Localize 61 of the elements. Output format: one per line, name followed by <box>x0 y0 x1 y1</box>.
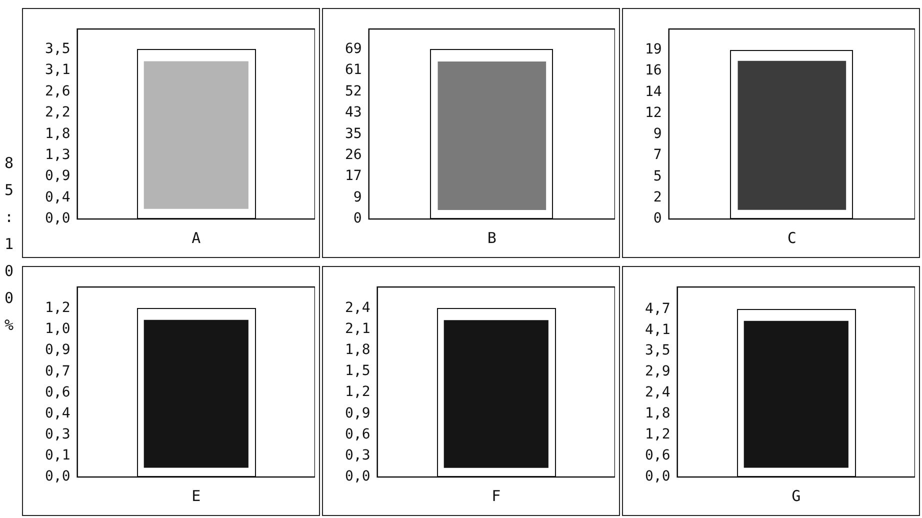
y-tick-label: 2,4 <box>344 300 370 316</box>
y-tick-label: 2,1 <box>344 320 370 337</box>
y-tick-label: 1,2 <box>344 384 370 400</box>
y-tick-label: 14 <box>645 84 662 100</box>
x-tick-label: G <box>792 486 801 505</box>
x-tick-label: C <box>787 228 796 247</box>
y-tick-label: 1,8 <box>644 406 670 422</box>
y-tick-label: 52 <box>345 83 362 100</box>
y-tick-label: 2 <box>653 190 662 206</box>
x-tick-label: F <box>492 486 501 505</box>
y-tick-label: 0,4 <box>44 405 70 422</box>
y-tick-label: 9 <box>353 189 362 206</box>
y-tick-label: 26 <box>345 147 362 163</box>
x-tick-label: B <box>487 228 496 247</box>
y-tick-label: 0,4 <box>44 189 70 206</box>
y-tick-label: 2,9 <box>644 364 670 380</box>
y-tick-label: 4,1 <box>644 322 670 338</box>
y-tick-label: 1,0 <box>44 321 70 338</box>
y-tick-label: 3,1 <box>44 62 70 78</box>
y-tick-label: 69 <box>345 40 362 57</box>
y-tick-label: 43 <box>345 104 362 121</box>
y-tick-label: 0 <box>353 210 362 227</box>
y-tick-label: 1,8 <box>44 126 70 142</box>
y-tick-label: 0,0 <box>44 468 70 485</box>
y-tick-label: 0,7 <box>44 363 70 380</box>
y-tick-label: 0,0 <box>644 468 670 485</box>
y-tick-label: 0,0 <box>44 210 70 227</box>
y-tick-label: 0,6 <box>344 426 370 442</box>
y-tick-label: 1,5 <box>344 363 370 380</box>
y-tick-label: 1,2 <box>44 300 70 316</box>
y-tick-label: 0,1 <box>44 448 70 464</box>
y-tick-label: 2,4 <box>644 384 670 401</box>
y-tick-label: 1,8 <box>344 342 370 358</box>
y-tick-label: 16 <box>645 62 662 79</box>
x-tick-label: A <box>192 228 201 247</box>
y-tick-label: 0 <box>653 210 662 227</box>
y-tick-label: 7 <box>653 147 662 164</box>
y-tick-label: 0,6 <box>644 448 670 464</box>
y-tick-label: 9 <box>653 126 662 142</box>
y-tick-label: 2,6 <box>44 83 70 100</box>
y-tick-label: 4,7 <box>644 300 670 317</box>
y-tick-label: 17 <box>345 168 362 184</box>
y-tick-label: 61 <box>345 62 362 78</box>
y-tick-label: 0,3 <box>44 426 70 442</box>
y-tick-label: 0,9 <box>44 342 70 358</box>
y-tick-label: 1,2 <box>644 426 670 443</box>
y-tick-label: 0,9 <box>44 168 70 184</box>
y-tick-label: 3,5 <box>644 342 670 359</box>
y-tick-label: 3,5 <box>44 40 70 57</box>
y-tick-label: 19 <box>645 42 662 58</box>
y-tick-label: 35 <box>345 126 362 142</box>
y-tick-label: 0,3 <box>344 448 370 464</box>
y-tick-label: 0,0 <box>344 468 370 485</box>
y-tick-label: 0,6 <box>44 384 70 400</box>
x-tick-label: E <box>192 486 201 505</box>
y-axis-title: 85:100% <box>4 153 14 336</box>
y-tick-label: 12 <box>645 104 662 121</box>
y-tick-label: 5 <box>653 168 662 184</box>
y-tick-label: 0,9 <box>344 405 370 422</box>
y-tick-label: 1,3 <box>44 146 70 163</box>
y-tick-label: 2,2 <box>44 104 70 121</box>
